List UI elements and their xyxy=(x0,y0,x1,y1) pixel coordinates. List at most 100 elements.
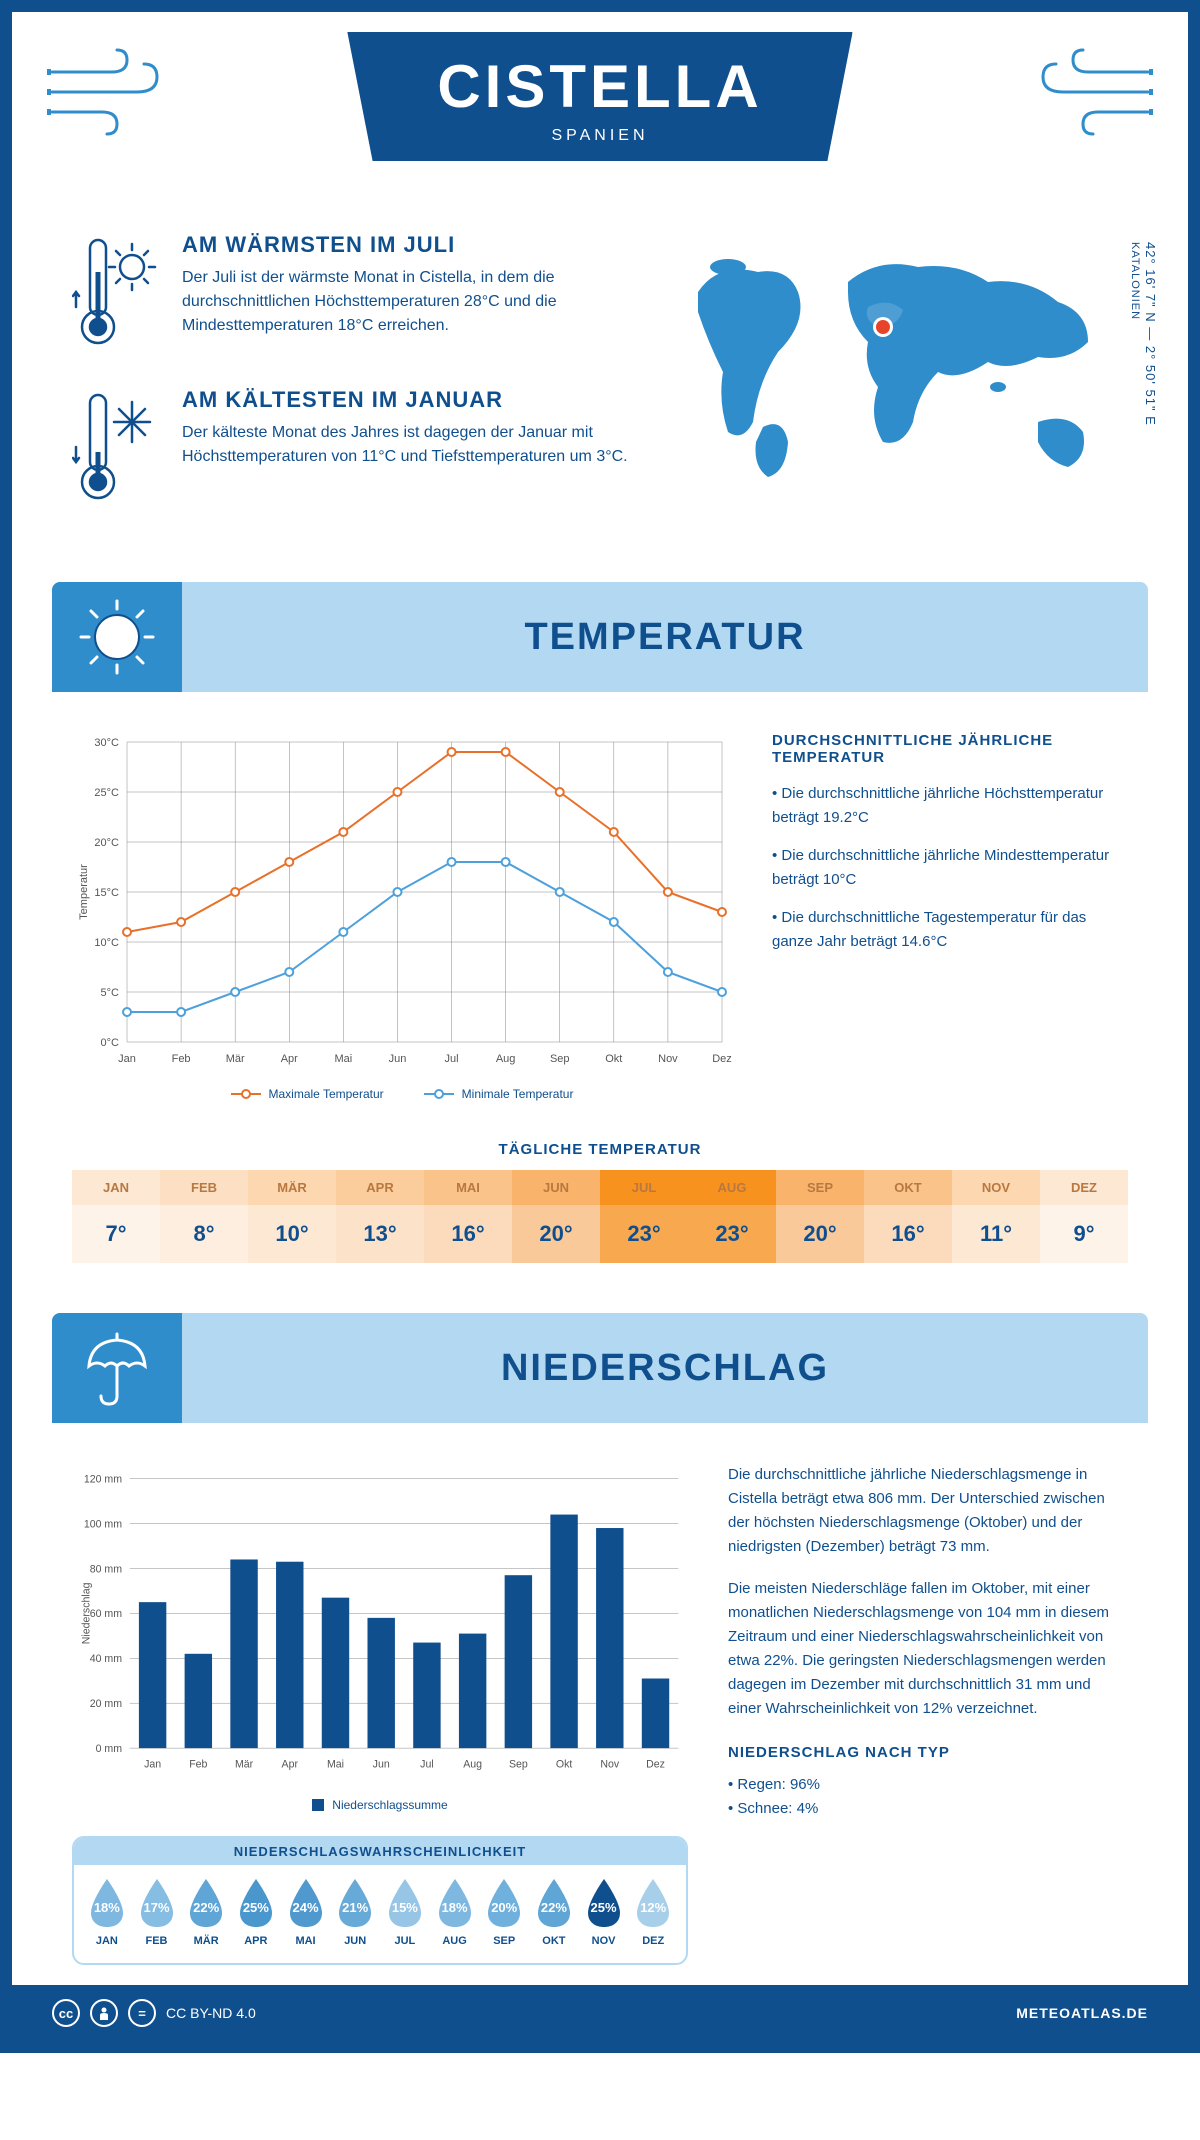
svg-text:Mär: Mär xyxy=(235,1758,254,1770)
coldest-block: AM KÄLTESTEN IM JANUAR Der kälteste Mona… xyxy=(72,387,628,512)
svg-text:Apr: Apr xyxy=(281,1053,298,1065)
svg-text:Sep: Sep xyxy=(550,1053,570,1065)
svg-text:60 mm: 60 mm xyxy=(90,1608,123,1620)
svg-text:40 mm: 40 mm xyxy=(90,1653,123,1665)
precipitation-banner: NIEDERSCHLAG xyxy=(52,1313,1148,1423)
intro-text-column: AM WÄRMSTEN IM JULI Der Juli ist der wär… xyxy=(72,232,628,542)
precip-type-title: NIEDERSCHLAG NACH TYP xyxy=(728,1741,1128,1765)
temp-cell: MÄR10° xyxy=(248,1170,336,1263)
probability-row: 18%JAN17%FEB22%MÄR25%APR24%MAI21%JUN15%J… xyxy=(74,1865,686,1951)
infographic-page: CISTELLA SPANIEN AM WÄRMSTEN IM JULI Der… xyxy=(0,0,1200,2053)
temperature-info: DURCHSCHNITTLICHE JÄHRLICHE TEMPERATUR •… xyxy=(772,732,1128,1101)
temp-cell: OKT16° xyxy=(864,1170,952,1263)
temp-cell: APR13° xyxy=(336,1170,424,1263)
svg-text:Temperatur: Temperatur xyxy=(78,864,90,920)
temperature-chart: 0°C5°C10°C15°C20°C25°C30°CJanFebMärAprMa… xyxy=(72,732,732,1101)
temp-info-b2: • Die durchschnittliche jährliche Mindes… xyxy=(772,844,1128,892)
svg-text:Jul: Jul xyxy=(420,1758,434,1770)
svg-text:Jun: Jun xyxy=(389,1053,407,1065)
svg-text:80 mm: 80 mm xyxy=(90,1563,123,1575)
thermometer-cold-icon xyxy=(72,387,162,512)
warmest-block: AM WÄRMSTEN IM JULI Der Juli ist der wär… xyxy=(72,232,628,357)
wind-icon-right xyxy=(1018,42,1158,142)
svg-text:Niederschlag: Niederschlag xyxy=(80,1582,92,1644)
svg-text:Feb: Feb xyxy=(189,1758,207,1770)
page-title: CISTELLA xyxy=(437,52,762,121)
svg-text:0 mm: 0 mm xyxy=(96,1743,123,1755)
coldest-body: Der kälteste Monat des Jahres ist dagege… xyxy=(182,421,628,469)
by-icon xyxy=(90,1999,118,2027)
header: CISTELLA SPANIEN xyxy=(12,12,1188,212)
temp-cell: JUN20° xyxy=(512,1170,600,1263)
svg-text:Okt: Okt xyxy=(556,1758,573,1770)
warmest-title: AM WÄRMSTEN IM JULI xyxy=(182,232,628,258)
svg-text:Jan: Jan xyxy=(144,1758,161,1770)
legend-min: .legend-item:nth-child(2) .legend-line::… xyxy=(424,1087,574,1101)
probability-cell: 21%JUN xyxy=(330,1877,380,1947)
svg-text:0°C: 0°C xyxy=(101,1037,120,1049)
precipitation-info: Die durchschnittliche jährliche Niedersc… xyxy=(728,1463,1128,1965)
thermometer-hot-icon xyxy=(72,232,162,357)
legend-precip: Niederschlagssumme xyxy=(312,1798,447,1812)
probability-cell: 18%JAN xyxy=(82,1877,132,1947)
probability-cell: 17%FEB xyxy=(132,1877,182,1947)
svg-text:Dez: Dez xyxy=(712,1053,732,1065)
temperature-section: 0°C5°C10°C15°C20°C25°C30°CJanFebMärAprMa… xyxy=(12,692,1188,1121)
probability-cell: 24%MAI xyxy=(281,1877,331,1947)
svg-text:Dez: Dez xyxy=(646,1758,665,1770)
temperature-title: TEMPERATUR xyxy=(182,616,1148,659)
probability-cell: 25%NOV xyxy=(579,1877,629,1947)
temp-cell: JUL23° xyxy=(600,1170,688,1263)
svg-text:Feb: Feb xyxy=(172,1053,191,1065)
svg-text:Mär: Mär xyxy=(226,1053,245,1065)
svg-text:30°C: 30°C xyxy=(94,737,119,749)
svg-text:Okt: Okt xyxy=(605,1053,622,1065)
probability-cell: 18%AUG xyxy=(430,1877,480,1947)
coordinates: 42° 16' 7" N — 2° 50' 51" E KATALONIEN xyxy=(1128,242,1158,426)
cc-icon: cc xyxy=(52,1999,80,2027)
temp-cell: AUG23° xyxy=(688,1170,776,1263)
probability-cell: 20%SEP xyxy=(479,1877,529,1947)
temp-cell: JAN7° xyxy=(72,1170,160,1263)
svg-text:Aug: Aug xyxy=(496,1053,516,1065)
temp-info-b3: • Die durchschnittliche Tagestemperatur … xyxy=(772,906,1128,954)
svg-text:15°C: 15°C xyxy=(94,887,119,899)
svg-text:Apr: Apr xyxy=(282,1758,299,1770)
svg-text:Aug: Aug xyxy=(463,1758,482,1770)
temp-cell: MAI16° xyxy=(424,1170,512,1263)
svg-text:Nov: Nov xyxy=(658,1053,678,1065)
temp-cell: DEZ9° xyxy=(1040,1170,1128,1263)
precipitation-chart: 0 mm20 mm40 mm60 mm80 mm100 mm120 mmJanF… xyxy=(72,1463,688,1783)
probability-cell: 22%MÄR xyxy=(181,1877,231,1947)
svg-text:Jun: Jun xyxy=(373,1758,390,1770)
daily-temp-table: JAN7°FEB8°MÄR10°APR13°MAI16°JUN20°JUL23°… xyxy=(72,1170,1128,1263)
temp-info-title: DURCHSCHNITTLICHE JÄHRLICHE TEMPERATUR xyxy=(772,732,1128,766)
legend-max: .legend-item:nth-child(1) .legend-line::… xyxy=(231,1087,384,1101)
precip-p2: Die meisten Niederschläge fallen im Okto… xyxy=(728,1577,1128,1721)
svg-text:Sep: Sep xyxy=(509,1758,528,1770)
svg-text:Jul: Jul xyxy=(445,1053,459,1065)
svg-text:20 mm: 20 mm xyxy=(90,1698,123,1710)
map-column: 42° 16' 7" N — 2° 50' 51" E KATALONIEN xyxy=(668,232,1128,542)
temp-cell: FEB8° xyxy=(160,1170,248,1263)
svg-text:Mai: Mai xyxy=(334,1053,352,1065)
probability-cell: 15%JUL xyxy=(380,1877,430,1947)
svg-text:120 mm: 120 mm xyxy=(84,1473,122,1485)
region-text: KATALONIEN xyxy=(1129,242,1141,320)
temp-cell: NOV11° xyxy=(952,1170,1040,1263)
license-text: CC BY-ND 4.0 xyxy=(166,2005,256,2021)
title-banner: CISTELLA SPANIEN xyxy=(347,32,852,161)
probability-title: NIEDERSCHLAGSWAHRSCHEINLICHKEIT xyxy=(74,1838,686,1865)
probability-cell: 22%OKT xyxy=(529,1877,579,1947)
coldest-title: AM KÄLTESTEN IM JANUAR xyxy=(182,387,628,413)
svg-text:10°C: 10°C xyxy=(94,937,119,949)
svg-text:5°C: 5°C xyxy=(101,987,120,999)
footer: cc = CC BY-ND 4.0 METEOATLAS.DE xyxy=(12,1985,1188,2041)
probability-cell: 25%APR xyxy=(231,1877,281,1947)
footer-site: METEOATLAS.DE xyxy=(1016,2005,1148,2021)
page-subtitle: SPANIEN xyxy=(437,127,762,145)
world-map-icon xyxy=(668,232,1128,492)
nd-icon: = xyxy=(128,1999,156,2027)
temp-cell: SEP20° xyxy=(776,1170,864,1263)
svg-text:Mai: Mai xyxy=(327,1758,344,1770)
